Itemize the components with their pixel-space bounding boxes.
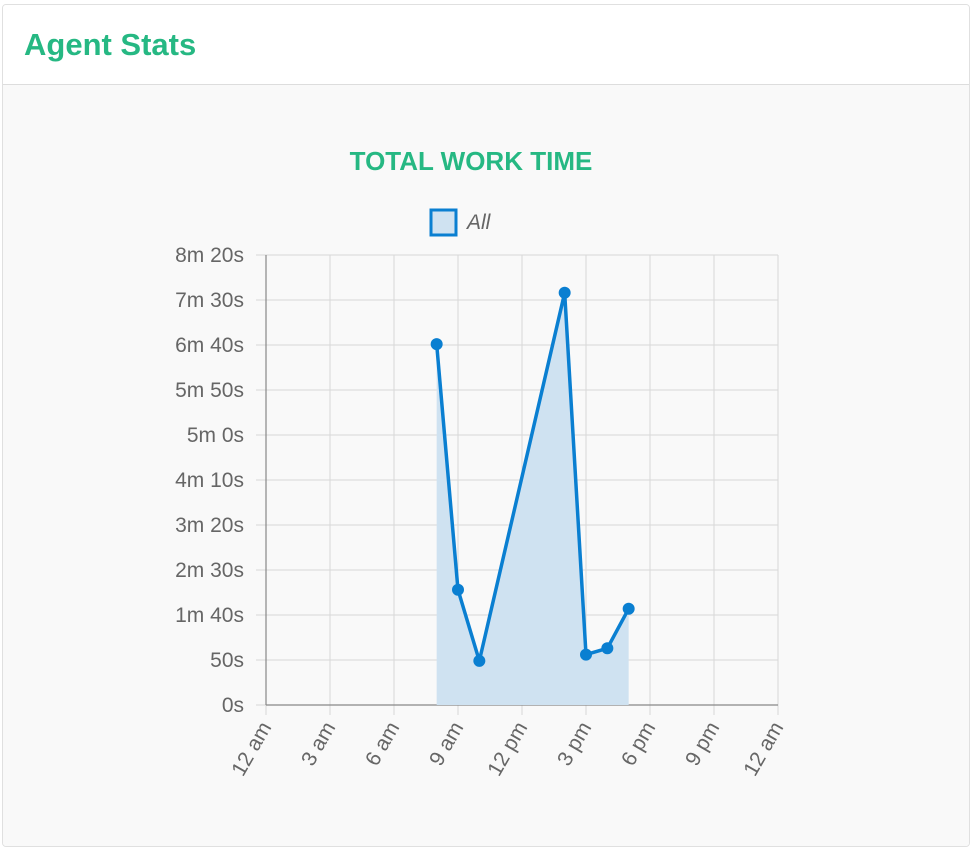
- series-all: [430, 286, 635, 705]
- y-tick-label: 4m 10s: [175, 469, 244, 492]
- series-area: [436, 292, 629, 705]
- y-tick-label: 6m 40s: [175, 334, 244, 357]
- legend-label-all[interactable]: All: [465, 211, 492, 234]
- y-tick-label: 3m 20s: [175, 514, 244, 537]
- y-axis-ticks: 0s 50s 1m 40s 2m 30s 3m 20s 4m 10s 5m 0s 5m 50s…: [175, 244, 244, 717]
- x-tick-label: 6 pm: [617, 718, 660, 770]
- data-point[interactable]: [622, 602, 635, 615]
- x-tick-label: 9 am: [425, 718, 468, 770]
- agent-stats-panel: Agent Stats: [2, 4, 970, 847]
- y-tick-label: 2m 30s: [175, 559, 244, 582]
- data-point[interactable]: [580, 648, 592, 661]
- panel-title: Agent Stats: [24, 27, 197, 62]
- x-tick-label: 3 pm: [553, 718, 596, 770]
- y-tick-label: 0s: [222, 694, 244, 717]
- data-point[interactable]: [473, 654, 486, 667]
- data-point[interactable]: [430, 338, 443, 351]
- y-tick-label: 50s: [210, 649, 244, 672]
- legend[interactable]: All: [429, 208, 492, 237]
- legend-swatch[interactable]: [429, 208, 458, 237]
- y-tick-label: 8m 20s: [175, 244, 244, 267]
- y-tick-label: 1m 40s: [175, 604, 244, 627]
- data-point[interactable]: [452, 583, 464, 596]
- x-tick-label: 6 am: [361, 718, 404, 770]
- y-tick-label: 5m 50s: [175, 379, 244, 402]
- x-axis-ticks: 12 am 3 am 6 am 9 am 12 pm 3 pm 6 pm 9 pm 12 am: [227, 718, 788, 780]
- y-tick-label: 7m 30s: [175, 289, 244, 312]
- panel-header: Agent Stats: [3, 5, 969, 85]
- x-tick-label: 12 pm: [483, 718, 532, 780]
- panel-body: [3, 85, 969, 846]
- chart-title: TOTAL WORK TIME: [350, 146, 593, 176]
- data-point[interactable]: [558, 286, 571, 299]
- y-tick-label: 5m 0s: [187, 424, 244, 447]
- data-point[interactable]: [601, 642, 614, 655]
- x-tick-label: 12 am: [739, 718, 788, 780]
- x-tick-label: 9 pm: [681, 718, 724, 770]
- x-tick-label: 12 am: [227, 718, 276, 780]
- x-tick-label: 3 am: [297, 718, 340, 770]
